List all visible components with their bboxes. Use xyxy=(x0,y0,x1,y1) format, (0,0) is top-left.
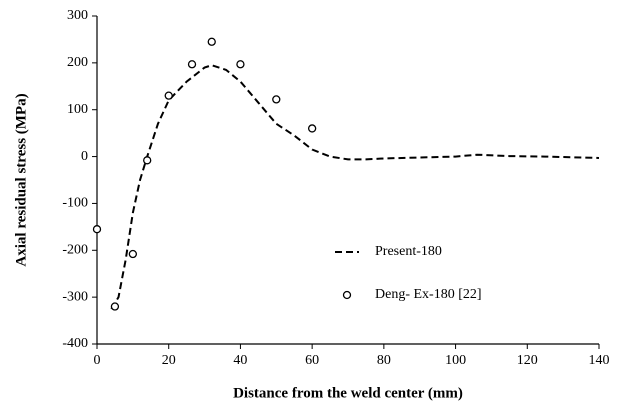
data-point xyxy=(187,60,197,69)
y-tick-label: -400 xyxy=(62,336,88,351)
y-tick-label: 0 xyxy=(81,149,88,164)
y-tick-label: 300 xyxy=(67,8,88,23)
x-tick-label: 80 xyxy=(377,353,391,368)
x-tick-label: 40 xyxy=(233,353,247,368)
data-point xyxy=(236,60,245,69)
x-tick-label: 0 xyxy=(94,353,101,368)
y-tick-label: -200 xyxy=(62,243,88,258)
y-tick-label: 200 xyxy=(67,55,88,70)
x-axis-title: Distance from the weld center (mm) xyxy=(233,385,463,401)
data-point xyxy=(92,225,102,234)
data-point xyxy=(207,37,216,46)
x-tick-label: 140 xyxy=(589,353,610,368)
x-tick-label: 20 xyxy=(162,353,176,368)
data-point xyxy=(307,124,317,133)
data-point xyxy=(110,302,120,311)
data-point xyxy=(143,156,152,165)
x-tick-label: 60 xyxy=(305,353,319,368)
y-tick-label: 100 xyxy=(67,102,88,117)
x-tick-label: 100 xyxy=(445,353,466,368)
data-point xyxy=(272,95,281,104)
legend-label: Deng- Ex-180 [22] xyxy=(375,287,482,302)
data-point xyxy=(128,249,138,259)
x-tick-label: 120 xyxy=(517,353,538,368)
series-line xyxy=(110,64,600,310)
y-axis-title: Axial residual stress (MPa) xyxy=(13,93,29,266)
y-tick-label: -100 xyxy=(62,196,88,211)
legend-label: Present-180 xyxy=(375,244,442,259)
y-tick-label: -300 xyxy=(62,289,88,304)
data-point xyxy=(164,91,173,100)
legend-marker xyxy=(342,290,352,300)
